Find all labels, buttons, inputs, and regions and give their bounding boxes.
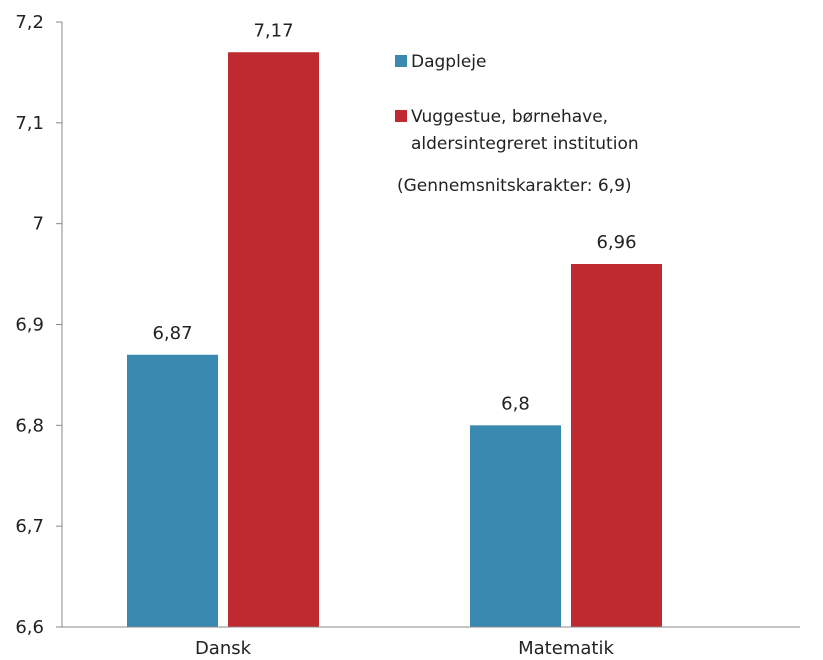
legend-label-line: Vuggestue, børnehave, [411,107,608,127]
legend-label-vuggestue: Vuggestue, børnehave, aldersintegreret in… [411,107,639,154]
bar [571,264,662,627]
y-tick-label: 7 [33,214,44,235]
y-tick-label: 6,6 [15,617,44,638]
y-tick-label: 6,9 [15,315,44,336]
y-tick-label: 6,8 [15,415,44,436]
y-tick-label: 6,7 [15,516,44,537]
bar [127,354,218,627]
legend-label-line: aldersintegreret institution [411,134,639,154]
legend-swatch-dagpleje [395,55,407,67]
x-axis: Dansk Matematik [62,626,800,659]
x-category-label: Matematik [518,638,614,659]
data-label: 6,8 [501,393,530,414]
x-category-label: Dansk [195,638,252,659]
y-tick-label: 7,2 [15,12,44,33]
data-label: 6,96 [596,232,636,253]
bar [470,425,561,627]
data-label: 7,17 [253,20,293,41]
legend: Dagpleje Vuggestue, børnehave, aldersinteg… [395,52,639,196]
y-tick-label: 7,1 [15,113,44,134]
bars: 6,87 7,17 6,8 6,96 [127,20,662,627]
y-axis: 6,6 6,7 6,8 6,9 7 7,1 7,2 [15,12,63,638]
legend-label-dagpleje: Dagpleje [411,52,486,72]
legend-note: (Gennemsnitskarakter: 6,9) [397,176,632,196]
legend-swatch-vuggestue [395,110,407,122]
bar [228,52,319,627]
data-label: 6,87 [152,323,192,344]
